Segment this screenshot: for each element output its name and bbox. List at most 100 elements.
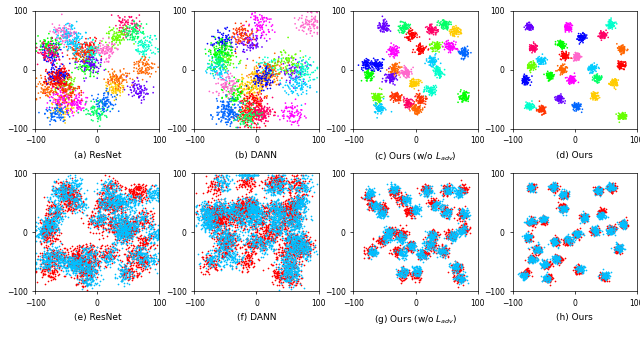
Point: [438, 247, 449, 253]
Point: [264, 242, 275, 248]
Point: [292, 277, 303, 283]
Point: [81, 250, 91, 256]
Point: [432, 28, 442, 33]
Point: [276, 223, 286, 229]
Point: [411, 274, 421, 280]
Point: [219, 208, 229, 214]
Point: [415, 266, 425, 272]
Point: [244, 102, 255, 108]
Point: [228, 30, 238, 36]
Point: [401, 272, 411, 278]
Point: [571, 266, 581, 272]
Point: [221, 250, 231, 256]
Point: [610, 78, 620, 83]
Point: [527, 46, 537, 52]
Point: [202, 254, 212, 260]
Point: [288, 258, 298, 264]
Point: [302, 84, 312, 90]
Point: [148, 255, 159, 261]
Point: [112, 196, 122, 202]
Point: [225, 199, 236, 205]
Point: [269, 232, 280, 238]
Point: [557, 61, 568, 67]
Point: [362, 70, 372, 75]
Point: [386, 50, 396, 56]
Point: [280, 198, 290, 203]
Point: [112, 193, 122, 199]
Point: [263, 61, 273, 67]
Point: [227, 90, 237, 96]
Point: [216, 210, 226, 215]
Point: [289, 270, 300, 276]
Point: [134, 244, 144, 250]
Point: [210, 208, 220, 214]
Point: [406, 243, 416, 249]
Point: [563, 233, 573, 239]
Point: [360, 70, 370, 76]
Point: [111, 205, 122, 210]
Point: [248, 208, 258, 214]
Point: [456, 225, 467, 231]
Point: [51, 222, 61, 228]
Point: [106, 201, 116, 207]
Point: [399, 94, 409, 100]
Point: [114, 202, 124, 208]
Point: [365, 193, 375, 199]
Point: [420, 246, 430, 252]
Point: [529, 221, 540, 227]
Point: [404, 244, 415, 249]
Point: [440, 18, 450, 24]
Point: [460, 185, 470, 191]
Point: [115, 232, 125, 238]
Point: [47, 117, 57, 123]
Point: [559, 68, 570, 74]
Point: [72, 203, 82, 209]
Point: [219, 103, 229, 109]
Point: [436, 209, 447, 215]
Point: [419, 186, 429, 191]
Point: [65, 195, 75, 201]
Point: [529, 258, 539, 264]
Point: [551, 182, 561, 187]
Point: [228, 240, 238, 246]
Point: [113, 87, 124, 93]
Point: [422, 185, 432, 190]
Point: [242, 112, 252, 118]
Point: [571, 233, 581, 239]
Point: [535, 260, 545, 266]
Point: [144, 70, 154, 76]
Point: [387, 74, 397, 80]
Point: [58, 118, 68, 124]
Point: [116, 221, 127, 226]
Point: [543, 266, 554, 272]
Point: [105, 246, 115, 252]
Point: [295, 241, 305, 246]
Point: [131, 25, 141, 31]
Point: [542, 276, 552, 282]
Point: [129, 88, 139, 94]
Point: [118, 87, 128, 92]
Point: [363, 69, 373, 75]
Point: [380, 211, 390, 217]
Point: [286, 201, 296, 207]
Point: [206, 62, 216, 68]
Point: [592, 186, 602, 192]
Point: [527, 45, 537, 51]
Point: [43, 216, 53, 222]
Point: [440, 183, 451, 189]
Point: [134, 229, 144, 234]
Point: [549, 188, 559, 194]
Point: [540, 262, 550, 268]
Point: [412, 203, 422, 209]
Point: [137, 250, 147, 256]
Point: [618, 116, 628, 122]
Point: [456, 277, 466, 283]
Point: [456, 192, 467, 198]
Point: [106, 201, 116, 206]
Point: [273, 196, 283, 202]
Point: [86, 57, 96, 63]
Point: [248, 207, 258, 213]
Point: [276, 52, 287, 58]
Point: [38, 52, 49, 58]
Point: [289, 239, 299, 245]
